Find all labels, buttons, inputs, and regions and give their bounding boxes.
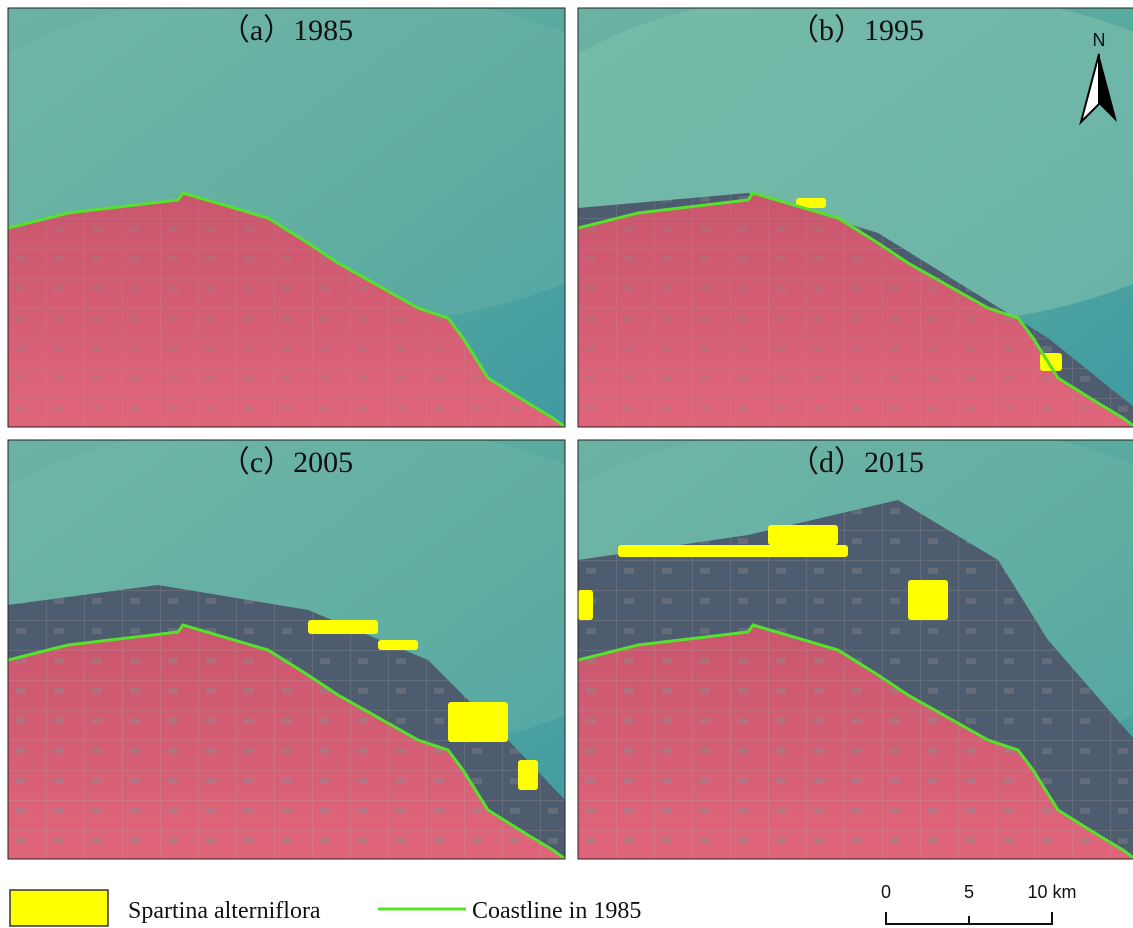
legend-label: Coastline in 1985 xyxy=(472,898,641,924)
spartina-patch xyxy=(518,760,538,790)
panel-content xyxy=(498,0,1133,427)
map-panel: （b）1995 N xyxy=(498,0,1133,427)
legend: Spartina alterniflora Coastline in 1985 xyxy=(10,890,641,926)
scale-bar: 0 5 10 km xyxy=(881,882,1077,924)
figure: （a）1985 （b）1995 N （c）2005 （d）2015 Spartina a… xyxy=(0,0,1133,928)
legend-swatch xyxy=(10,890,108,926)
scale-line xyxy=(886,912,1052,924)
spartina-patch xyxy=(768,525,838,545)
panel-title: （c）2005 xyxy=(220,446,353,479)
spartina-patch xyxy=(378,640,418,650)
panel-title: （a）1985 xyxy=(220,14,353,47)
map-panel: （d）2015 xyxy=(498,420,1133,859)
scale-label: 0 xyxy=(881,882,891,902)
spartina-patch xyxy=(448,702,508,742)
scale-label: 5 xyxy=(964,882,974,902)
spartina-patch xyxy=(618,545,848,557)
panel-title: （d）2015 xyxy=(789,446,924,479)
map-panels: （a）1985 （b）1995 N （c）2005 （d）2015 xyxy=(0,0,1133,859)
north-label: N xyxy=(1093,30,1106,50)
panel-content xyxy=(498,420,1133,859)
spartina-patch xyxy=(308,620,378,634)
spartina-patch xyxy=(578,590,593,620)
scale-label: 10 km xyxy=(1027,882,1076,902)
legend-label: Spartina alterniflora xyxy=(128,898,321,924)
panel-title: （b）1995 xyxy=(789,14,924,47)
spartina-patch xyxy=(908,580,948,620)
